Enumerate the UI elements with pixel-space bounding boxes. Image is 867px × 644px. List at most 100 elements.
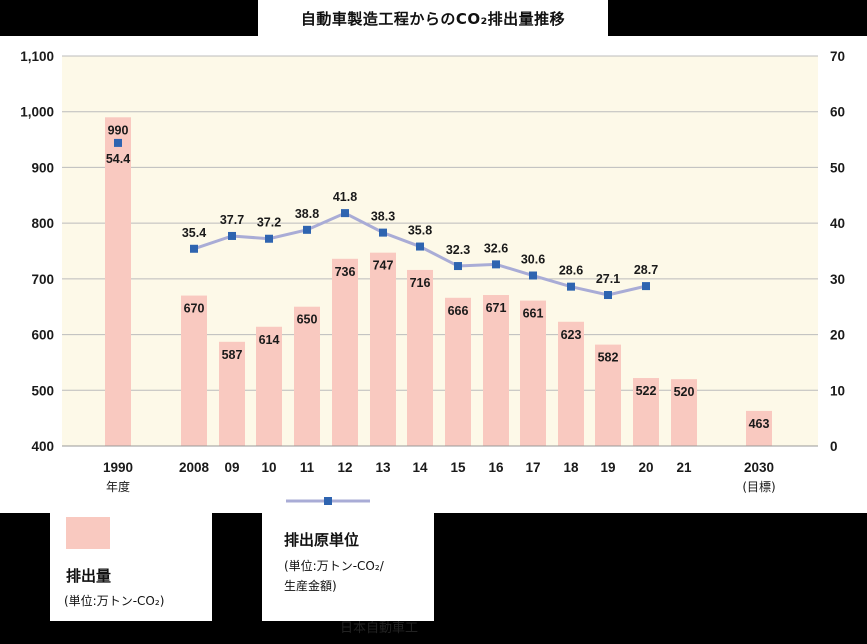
y-right-tick-label: 40 <box>830 216 845 231</box>
bar-value-label: 671 <box>486 301 507 315</box>
y-left-tick-label: 1,100 <box>20 49 54 64</box>
bar-value-label: 520 <box>674 385 695 399</box>
y-right-tick-label: 50 <box>830 160 845 175</box>
legend-bar-unit: (単位:万トン-CO₂) <box>64 594 165 608</box>
bar-value-label: 522 <box>636 384 657 398</box>
line-marker <box>492 260 500 269</box>
legend-line-sample <box>286 497 370 505</box>
y-left-tick-label: 900 <box>31 160 54 175</box>
bar-value-label: 666 <box>448 304 469 318</box>
chart-svg: 990 670 587 614 650 736 747 716 666 671 661 623 582 5… <box>20 49 845 494</box>
line-marker <box>114 138 122 147</box>
bar <box>445 297 471 446</box>
y-left-tick-label: 400 <box>31 439 54 454</box>
y-right-tick-label: 0 <box>830 439 838 454</box>
legend-line-unit-1: (単位:万トン-CO₂/ <box>284 559 384 573</box>
x-tick-label: 19 <box>600 460 615 475</box>
bar <box>294 306 320 446</box>
y-right-tick-label: 10 <box>830 383 845 398</box>
bar-value-label: 661 <box>523 307 544 321</box>
source-strip: 日本自動車工 <box>262 621 434 644</box>
line-marker <box>642 282 650 291</box>
x-tick-label: 20 <box>638 460 653 475</box>
line-value-label: 27.1 <box>596 272 620 286</box>
bar-value-label: 990 <box>108 123 129 137</box>
line-marker <box>529 271 537 280</box>
x-tick-label: 17 <box>525 460 540 475</box>
line-marker <box>265 234 273 243</box>
bar-value-label: 716 <box>410 276 431 290</box>
x-tick-label: 09 <box>224 460 239 475</box>
bar-value-label: 623 <box>561 328 582 342</box>
bar <box>219 341 245 446</box>
x-tick-label: 2030 <box>744 460 774 475</box>
line-value-label: 37.2 <box>257 216 281 230</box>
bar <box>256 326 282 446</box>
y-left-tick-label: 700 <box>31 272 54 287</box>
bar <box>520 300 546 446</box>
x-tick-sublabel: (目標) <box>742 480 775 494</box>
line-value-label: 35.8 <box>408 224 432 238</box>
x-tick-label: 16 <box>488 460 504 475</box>
bar <box>671 379 697 446</box>
bar <box>483 295 509 446</box>
line-value-label: 32.3 <box>446 243 470 257</box>
bar <box>181 295 207 446</box>
y-left-tick-label: 600 <box>31 328 54 343</box>
bar-value-label: 670 <box>184 302 205 316</box>
line-marker <box>190 244 198 253</box>
x-tick-label: 21 <box>676 460 692 475</box>
source-text: 日本自動車工 <box>340 621 419 636</box>
y-right-tick-label: 30 <box>830 272 845 287</box>
bar-value-label: 747 <box>373 259 394 273</box>
legend-line-name: 排出原単位 <box>284 531 360 549</box>
line-marker <box>416 242 424 251</box>
line-marker <box>567 282 575 291</box>
bar <box>370 252 396 446</box>
line-value-label: 37.7 <box>220 213 244 227</box>
x-tick-label: 11 <box>300 460 315 475</box>
chart-title-box: 自動車製造工程からのCO₂排出量推移 <box>258 0 608 36</box>
line-marker <box>379 228 387 237</box>
chart-title: 自動車製造工程からのCO₂排出量推移 <box>300 9 566 28</box>
y-right-tick-label: 20 <box>830 328 845 343</box>
x-tick-label: 18 <box>563 460 579 475</box>
y-left-tick-label: 1,000 <box>20 105 54 120</box>
x-tick-label: 13 <box>375 460 391 475</box>
y-left-tick-label: 800 <box>31 216 54 231</box>
x-tick-label: 12 <box>337 460 352 475</box>
line-value-label: 41.8 <box>333 190 357 204</box>
y-right-tick-label: 70 <box>830 49 845 64</box>
bar <box>407 269 433 446</box>
y-left-tick-label: 500 <box>31 383 54 398</box>
x-tick-label: 14 <box>412 460 428 475</box>
legend-bar-name: 排出量 <box>66 567 112 585</box>
line-value-label: 54.4 <box>106 152 130 166</box>
bar <box>558 321 584 446</box>
y-right-tick-label: 60 <box>830 105 845 120</box>
bar-value-label: 463 <box>749 417 770 431</box>
line-value-label: 28.6 <box>559 264 583 278</box>
bar <box>746 410 772 446</box>
x-tick-label: 10 <box>261 460 276 475</box>
x-tick-sublabel: 年度 <box>106 479 130 494</box>
legend-line-box: 排出原単位 (単位:万トン-CO₂/ 生産金額) <box>262 497 434 621</box>
line-marker <box>303 225 311 234</box>
line-marker <box>341 209 349 218</box>
bar <box>595 344 621 446</box>
line-value-label: 38.8 <box>295 207 319 221</box>
bar-value-label: 582 <box>598 351 619 365</box>
legend-line-unit-2: 生産金額) <box>284 579 337 593</box>
bar-value-label: 736 <box>335 265 356 279</box>
x-tick-label: 2008 <box>179 460 210 475</box>
line-marker <box>604 291 612 300</box>
bar <box>332 258 358 446</box>
x-tick-label: 1990 <box>103 460 133 475</box>
line-marker <box>454 262 462 271</box>
line-value-label: 28.7 <box>634 263 658 277</box>
plot-area <box>62 56 818 446</box>
line-value-label: 35.4 <box>182 226 206 240</box>
line-marker <box>228 231 236 240</box>
bar-value-label: 614 <box>259 333 280 347</box>
legend-bar-swatch <box>66 517 110 549</box>
